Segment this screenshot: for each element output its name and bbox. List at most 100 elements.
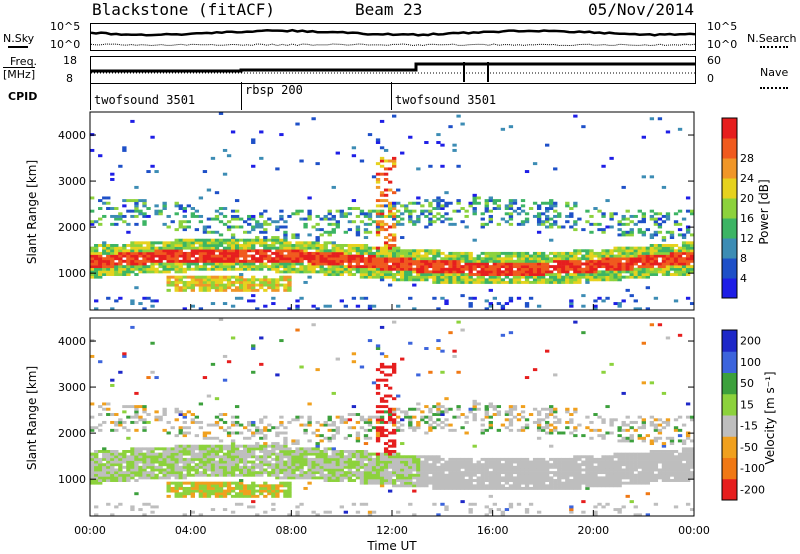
velocity-cell <box>561 473 566 477</box>
power-cell <box>226 220 232 224</box>
power-cell <box>532 280 538 284</box>
velocity-cell <box>226 473 232 477</box>
power-cell <box>275 270 280 274</box>
velocity-cell <box>480 476 485 480</box>
power-cell <box>222 222 228 226</box>
velocity-cell <box>295 418 300 422</box>
velocity-cell <box>557 460 562 464</box>
power-cell <box>255 251 260 255</box>
velocity-cell <box>387 481 393 485</box>
power-cell <box>436 133 441 137</box>
velocity-cell <box>226 484 232 488</box>
power-cell <box>577 273 582 276</box>
noise-right-tick-bottom: 10^0 <box>707 38 738 51</box>
velocity-cell <box>198 452 204 456</box>
velocity-cell <box>279 455 284 459</box>
power-cell <box>363 259 369 263</box>
velocity-cell <box>323 457 328 461</box>
power-cell <box>122 270 127 274</box>
velocity-cell <box>114 463 119 467</box>
velocity-cell <box>106 460 111 464</box>
velocity-cell <box>581 510 586 514</box>
power-cell <box>424 273 429 276</box>
power-cell <box>363 296 369 300</box>
power-cell <box>130 259 135 263</box>
power-cell <box>629 267 634 271</box>
power-cell <box>629 273 634 276</box>
velocity-cell <box>371 381 377 385</box>
power-cell <box>162 251 167 255</box>
velocity-cell <box>251 420 256 424</box>
power-cell <box>142 270 147 274</box>
velocity-cell <box>138 447 143 451</box>
power-cell <box>178 270 183 274</box>
velocity-cell <box>400 418 405 422</box>
velocity-cell <box>234 405 240 409</box>
velocity-cell <box>291 455 296 459</box>
power-cell <box>379 164 385 168</box>
velocity-cell <box>251 500 256 504</box>
y-tick-label: 1000 <box>58 267 86 280</box>
power-cell <box>351 254 357 258</box>
velocity-cell <box>218 473 224 477</box>
power-cell <box>472 199 477 203</box>
power-cell <box>307 275 312 279</box>
power-cell <box>464 280 469 284</box>
power-cell <box>412 270 417 274</box>
velocity-cell <box>198 481 204 485</box>
power-cell <box>251 238 256 242</box>
power-cell <box>416 254 421 258</box>
power-cell <box>496 257 502 261</box>
power-cell <box>375 138 381 142</box>
velocity-cell <box>379 378 385 382</box>
power-cell <box>110 178 115 181</box>
power-cell <box>617 246 622 250</box>
power-cell <box>585 254 590 258</box>
power-cell <box>508 262 514 266</box>
power-cell <box>488 280 493 284</box>
power-cell <box>673 222 679 226</box>
velocity-cell <box>162 473 167 477</box>
velocity-cell <box>448 468 453 472</box>
power-cell <box>629 254 634 258</box>
velocity-cell <box>218 318 224 321</box>
power-cell <box>532 257 538 261</box>
velocity-cell <box>408 473 413 477</box>
power-cell <box>609 259 614 263</box>
power-cell <box>222 246 228 250</box>
velocity-cell <box>150 447 155 451</box>
power-cell <box>464 254 469 258</box>
power-cell <box>601 228 606 232</box>
velocity-cell <box>339 418 344 422</box>
velocity-cell <box>110 471 115 475</box>
power-cell <box>625 249 630 253</box>
power-cell <box>178 286 183 290</box>
power-cell <box>174 254 179 258</box>
velocity-cell <box>287 447 292 451</box>
velocity-cell <box>194 444 200 448</box>
velocity-cell <box>532 465 538 469</box>
power-cell <box>689 241 695 245</box>
velocity-cell <box>359 465 365 469</box>
power-cell <box>428 270 433 274</box>
power-cell <box>456 251 461 255</box>
power-cell <box>565 275 570 279</box>
velocity-cell <box>520 481 526 485</box>
power-cell <box>536 267 542 271</box>
velocity-cell <box>182 463 187 467</box>
power-cell <box>512 275 518 279</box>
power-cell <box>633 222 638 226</box>
velocity-cell <box>339 463 344 467</box>
velocity-cell <box>456 407 461 411</box>
power-cell <box>110 267 115 271</box>
velocity-cell <box>174 486 179 490</box>
velocity-cell <box>488 402 493 406</box>
power-cell <box>174 270 179 274</box>
velocity-cell <box>400 465 405 469</box>
power-cell <box>480 270 485 274</box>
velocity-cell <box>102 473 107 477</box>
velocity-cell <box>323 436 328 440</box>
velocity-cell <box>536 468 542 472</box>
velocity-cell <box>379 418 385 422</box>
power-cell <box>315 270 320 274</box>
